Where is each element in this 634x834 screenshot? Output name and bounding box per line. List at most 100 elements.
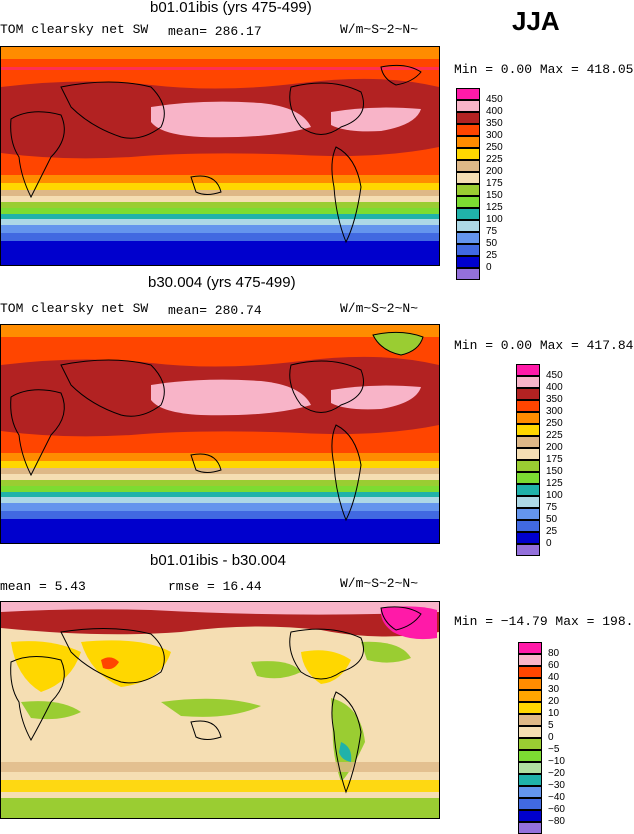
legend-label: 75 <box>486 226 498 237</box>
legend-label: 150 <box>546 466 563 477</box>
legend-swatch <box>516 424 540 436</box>
legend-label: 400 <box>546 382 563 393</box>
legend-swatch <box>518 774 542 786</box>
panel2-minmax: Min = 0.00 Max = 417.84 <box>454 338 634 353</box>
legend-label: 225 <box>546 430 563 441</box>
legend-label: −30 <box>548 780 565 791</box>
legend-label: 10 <box>548 708 560 719</box>
legend-label: 50 <box>486 238 498 249</box>
legend-label: 175 <box>546 454 563 465</box>
legend-swatch <box>456 196 480 208</box>
legend-label: 50 <box>546 514 558 525</box>
legend-swatch <box>456 160 480 172</box>
legend-swatch <box>518 702 542 714</box>
legend-swatch <box>456 256 480 268</box>
legend-swatch <box>456 172 480 184</box>
legend-swatch <box>516 544 540 556</box>
panel1-variable-label: TOM clearsky net SW <box>0 22 149 37</box>
legend-swatch <box>516 388 540 400</box>
legend-label: 450 <box>546 370 563 381</box>
legend-swatch <box>518 762 542 774</box>
legend-label: 100 <box>546 490 563 501</box>
panel3-title: b01.01ibis - b30.004 <box>150 552 286 569</box>
legend-label: 300 <box>486 130 503 141</box>
panel3-mean-label: mean = 5.43 <box>0 579 86 594</box>
legend-label: 350 <box>486 118 503 129</box>
panel3-units-label: W/m~S~2~N~ <box>340 576 419 591</box>
legend-label: 25 <box>486 250 498 261</box>
legend-swatch <box>456 232 480 244</box>
legend-swatch <box>518 678 542 690</box>
legend-swatch <box>456 88 480 100</box>
legend-swatch <box>518 666 542 678</box>
legend-label: 0 <box>546 538 552 549</box>
legend-swatch <box>516 364 540 376</box>
legend-label: 30 <box>548 684 560 695</box>
legend-swatch <box>518 786 542 798</box>
season-label: JJA <box>512 6 560 36</box>
legend-label: 250 <box>486 142 503 153</box>
legend-label: 350 <box>546 394 563 405</box>
panel2-units-label: W/m~S~2~N~ <box>340 301 419 316</box>
legend-label: 200 <box>546 442 563 453</box>
legend-swatch <box>518 654 542 666</box>
legend-label: 5 <box>548 720 554 731</box>
legend-swatch <box>518 798 542 810</box>
panel1-title: b01.01ibis (yrs 475-499) <box>150 0 312 16</box>
panel2-title: b30.004 (yrs 475-499) <box>148 274 296 291</box>
legend-swatch <box>516 484 540 496</box>
legend-swatch <box>516 496 540 508</box>
legend-swatch <box>516 412 540 424</box>
legend-swatch <box>518 714 542 726</box>
legend-swatch <box>516 520 540 532</box>
legend-label: 225 <box>486 154 503 165</box>
panel1-map <box>0 46 440 266</box>
legend-label: −5 <box>548 744 560 755</box>
panel2-variable-label: TOM clearsky net SW <box>0 301 149 316</box>
legend-label: 100 <box>486 214 503 225</box>
legend-label: 80 <box>548 648 560 659</box>
legend-swatch <box>518 822 542 834</box>
panel2-mean-label: mean= 280.74 <box>168 303 262 318</box>
panel3-minmax: Min = −14.79 Max = 198.15 <box>454 614 634 629</box>
legend-swatch <box>518 810 542 822</box>
legend-label: −20 <box>548 768 565 779</box>
legend-label: 25 <box>546 526 558 537</box>
legend-label: 125 <box>546 478 563 489</box>
legend-swatch <box>518 750 542 762</box>
legend-label: 200 <box>486 166 503 177</box>
legend-swatch <box>518 726 542 738</box>
legend-swatch <box>516 472 540 484</box>
legend-swatch <box>516 376 540 388</box>
legend-swatch <box>516 400 540 412</box>
legend-label: 300 <box>546 406 563 417</box>
legend-label: 175 <box>486 178 503 189</box>
legend-label: 400 <box>486 106 503 117</box>
legend-swatch <box>516 436 540 448</box>
legend-swatch <box>456 112 480 124</box>
legend-swatch <box>456 148 480 160</box>
legend-label: −60 <box>548 804 565 815</box>
legend-label: 40 <box>548 672 560 683</box>
legend-label: 250 <box>546 418 563 429</box>
legend-swatch <box>456 208 480 220</box>
panel1-mean-label: mean= 286.17 <box>168 24 262 39</box>
legend-swatch <box>456 136 480 148</box>
legend-swatch <box>456 100 480 112</box>
legend-label: −10 <box>548 756 565 767</box>
legend-label: −80 <box>548 816 565 827</box>
panel3-rmse-label: rmse = 16.44 <box>168 579 262 594</box>
legend-label: 20 <box>548 696 560 707</box>
legend-swatch <box>456 244 480 256</box>
legend-swatch <box>516 532 540 544</box>
legend-swatch <box>456 184 480 196</box>
legend-label: 0 <box>548 732 554 743</box>
legend-swatch <box>516 448 540 460</box>
legend-label: −40 <box>548 792 565 803</box>
legend-swatch <box>456 124 480 136</box>
legend-label: 150 <box>486 190 503 201</box>
legend-label: 75 <box>546 502 558 513</box>
legend-swatch <box>518 642 542 654</box>
legend-swatch <box>516 460 540 472</box>
legend-swatch <box>456 268 480 280</box>
